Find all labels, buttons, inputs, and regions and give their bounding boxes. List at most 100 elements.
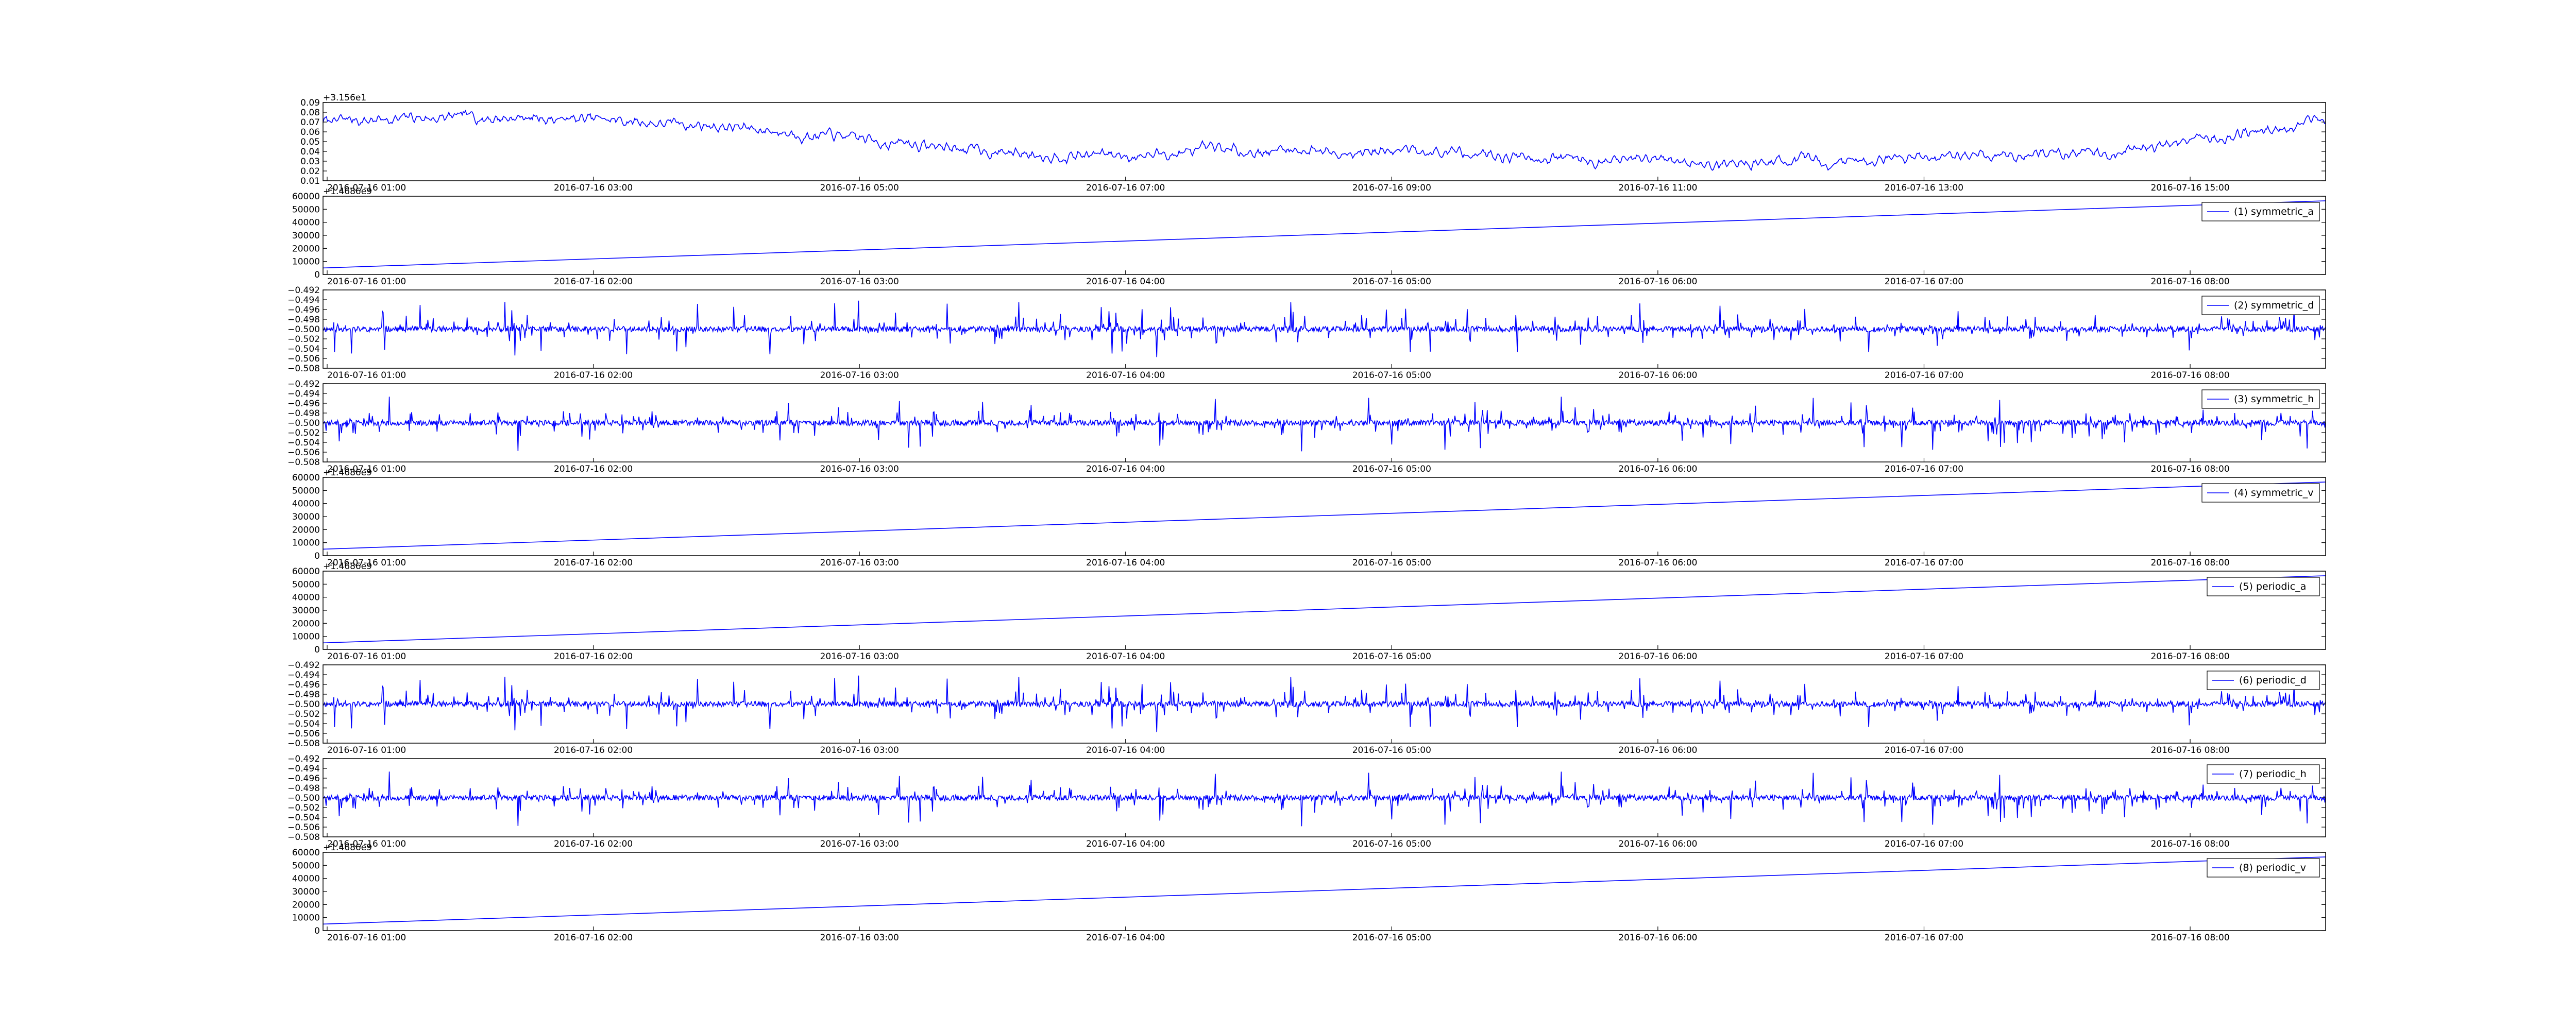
x-tick-label: 2016-07-16 06:00: [1618, 277, 1697, 287]
legend: (6) periodic_d: [2207, 671, 2320, 690]
x-tick-label: 2016-07-16 08:00: [2150, 370, 2229, 381]
subplot-1: 0.090.080.070.060.050.040.030.020.01 2016…: [300, 93, 2326, 193]
x-tick-label: 2016-07-16 05:00: [1352, 745, 1431, 756]
x-tick-label: 2016-07-16 05:00: [1352, 277, 1431, 287]
subplot-3: −0.492−0.494−0.496−0.498−0.500−0.502−0.5…: [287, 285, 2326, 381]
x-tick-label: 2016-07-16 04:00: [1086, 464, 1165, 474]
x-tick-label: 2016-07-16 06:00: [1618, 558, 1697, 568]
y-tick-label: 0.03: [300, 157, 320, 167]
y-tick-label: 10000: [292, 913, 320, 923]
x-tick-label: 2016-07-16 03:00: [554, 183, 633, 193]
x-tick-label: 2016-07-16 06:00: [1618, 839, 1697, 849]
x-tick-label: 2016-07-16 01:00: [327, 651, 406, 662]
y-tick-label: 30000: [292, 512, 320, 522]
y-tick-label: −0.498: [287, 315, 320, 325]
y-tick-label: −0.496: [287, 680, 320, 690]
series-line-1: [323, 300, 2326, 357]
y-tick-label: −0.508: [287, 832, 320, 843]
y-tick-label: 60000: [292, 566, 320, 577]
x-tick-label: 2016-07-16 09:00: [1352, 183, 1431, 193]
series-line-1: [323, 200, 2326, 269]
y-tick-label: 10000: [292, 257, 320, 267]
axes-frame: [323, 383, 2326, 462]
y-tick-label: 60000: [292, 473, 320, 483]
y-tick-label: 20000: [292, 900, 320, 910]
axes-frame: [323, 758, 2326, 837]
y-tick-label: 50000: [292, 486, 320, 496]
x-tick-label: 2016-07-16 04:00: [1086, 558, 1165, 568]
x-tick-label: 2016-07-16 01:00: [327, 464, 406, 474]
x-tick-label: 2016-07-16 08:00: [2150, 839, 2229, 849]
y-tick-label: −0.500: [287, 793, 320, 803]
x-tick-label: 2016-07-16 07:00: [1086, 183, 1165, 193]
x-tick-label: 2016-07-16 03:00: [820, 277, 899, 287]
x-tick-label: 2016-07-16 04:00: [1086, 933, 1165, 943]
x-tick-label: 2016-07-16 02:00: [554, 839, 633, 849]
y-tick-label: −0.500: [287, 324, 320, 335]
subplot-2: 60000 50000 40000 30000 20000 10000 0 2016-07-1…: [292, 186, 2326, 287]
series-line-1: [323, 675, 2326, 732]
x-tick-label: 2016-07-16 01:00: [327, 745, 406, 756]
axes-frame: [323, 852, 2326, 931]
x-tick-label: 2016-07-16 06:00: [1618, 745, 1697, 756]
y-tick-label: 20000: [292, 244, 320, 254]
legend-box: [2201, 296, 2320, 315]
legend-label: (3) symmetric_h: [2234, 393, 2314, 405]
legend: (8) periodic_v: [2207, 858, 2320, 878]
subplot-6: 60000 50000 40000 30000 20000 10000 0 2016-07-1…: [292, 561, 2326, 662]
x-tick-label: 2016-07-16 01:00: [327, 933, 406, 943]
series-line-1: [323, 771, 2326, 827]
y-tick-label: −0.496: [287, 305, 320, 315]
y-tick-label: 0.01: [300, 176, 320, 186]
legend: (1) symmetric_a: [2201, 202, 2320, 221]
axes-frame: [323, 196, 2326, 275]
x-tick-label: 2016-07-16 05:00: [1352, 933, 1431, 943]
y-tick-label: 0.04: [300, 147, 320, 157]
series-line-1: [323, 109, 2326, 171]
x-tick-label: 2016-07-16 07:00: [1885, 558, 1963, 568]
legend-label: (4) symmetric_v: [2234, 487, 2314, 499]
y-tick-label: −0.502: [287, 709, 320, 719]
x-tick-label: 2016-07-16 05:00: [1352, 464, 1431, 474]
axis-offset-label: +1.4686e9: [323, 561, 372, 572]
x-tick-label: 2016-07-16 01:00: [327, 839, 406, 849]
y-tick-label: 0.05: [300, 137, 320, 147]
axis-offset-label: +1.4686e9: [323, 843, 372, 853]
x-tick-label: 2016-07-16 02:00: [554, 370, 633, 381]
axis-offset-label: +1.4686e9: [323, 468, 372, 478]
legend-label: (5) periodic_a: [2239, 581, 2306, 592]
legend-label: (2) symmetric_d: [2234, 300, 2314, 311]
x-tick-label: 2016-07-16 01:00: [327, 183, 406, 193]
y-tick-label: −0.502: [287, 428, 320, 438]
x-tick-label: 2016-07-16 08:00: [2150, 745, 2229, 756]
x-tick-label: 2016-07-16 03:00: [820, 370, 899, 381]
y-tick-label: −0.504: [287, 438, 320, 448]
x-tick-label: 2016-07-16 05:00: [1352, 651, 1431, 662]
x-tick-label: 2016-07-16 02:00: [554, 464, 633, 474]
y-tick-label: −0.506: [287, 448, 320, 458]
y-tick-label: −0.492: [287, 754, 320, 764]
x-tick-label: 2016-07-16 04:00: [1086, 745, 1165, 756]
y-tick-label: −0.502: [287, 803, 320, 813]
y-tick-label: 0: [314, 645, 320, 655]
y-tick-label: −0.496: [287, 399, 320, 409]
x-tick-label: 2016-07-16 02:00: [554, 745, 633, 756]
x-tick-label: 2016-07-16 01:00: [327, 558, 406, 568]
subplot-5: 60000 50000 40000 30000 20000 10000 0 2016-07-1…: [292, 468, 2326, 568]
x-tick-label: 2016-07-16 07:00: [1885, 651, 1963, 662]
y-tick-label: 20000: [292, 619, 320, 629]
x-tick-label: 2016-07-16 05:00: [1352, 558, 1431, 568]
y-tick-label: −0.502: [287, 334, 320, 345]
series-line-1: [323, 397, 2326, 452]
x-tick-label: 2016-07-16 08:00: [2150, 651, 2229, 662]
y-tick-label: 40000: [292, 499, 320, 509]
y-tick-label: 30000: [292, 887, 320, 897]
y-tick-label: −0.508: [287, 364, 320, 374]
x-tick-label: 2016-07-16 07:00: [1885, 745, 1963, 756]
x-tick-label: 2016-07-16 05:00: [820, 183, 899, 193]
y-tick-label: −0.494: [287, 764, 320, 774]
y-tick-label: 0: [314, 270, 320, 280]
y-tick-label: −0.492: [287, 285, 320, 296]
legend: (2) symmetric_d: [2201, 296, 2320, 315]
